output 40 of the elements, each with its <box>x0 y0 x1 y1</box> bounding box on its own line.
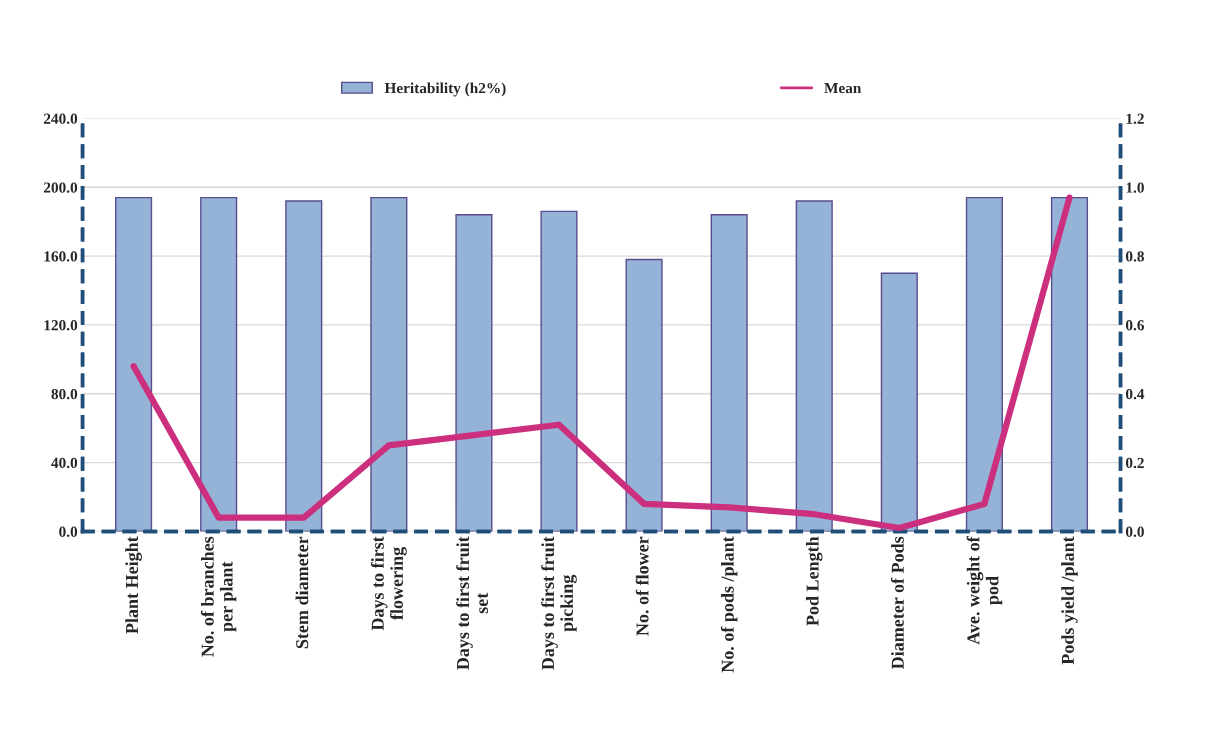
bar <box>880 272 918 532</box>
bar <box>1050 196 1089 532</box>
x-tick-label: Stem diameter <box>295 536 309 649</box>
legend-label: Mean <box>824 83 862 94</box>
bar <box>115 196 153 532</box>
x-tick-label: Days to first fruit set <box>456 536 488 670</box>
y2-tick-label: 1.0 <box>1126 182 1144 193</box>
x-tick-label: Pod Length <box>805 536 823 626</box>
bar <box>200 196 238 532</box>
bar <box>370 196 408 532</box>
y-tick-label: 40.0 <box>51 457 78 469</box>
x-tick-label: Pods yield /plant <box>1061 536 1078 665</box>
bar <box>795 200 833 532</box>
y2-tick-label: 1.2 <box>1126 113 1144 124</box>
y2-tick-label: 0.2 <box>1125 457 1144 469</box>
bar <box>540 210 578 532</box>
y-tick-label: 160.0 <box>44 251 78 262</box>
bar <box>455 214 493 532</box>
x-tick-label: No. of flower <box>635 536 649 636</box>
x-tick-label: Diameter of Pods <box>890 536 904 670</box>
bar <box>965 196 1003 532</box>
bar <box>285 200 323 532</box>
x-tick-label: No. of branches per plant <box>200 536 237 657</box>
y2-tick-label: 0.0 <box>1125 526 1144 537</box>
bar <box>710 214 748 532</box>
y-tick-label: 120.0 <box>44 320 78 331</box>
x-tick-label: Days to first fruit picking <box>541 536 577 670</box>
legend-label: Heritability (h2%) <box>384 82 506 97</box>
y2-tick-label: 0.4 <box>1125 388 1145 400</box>
x-tick-label: Ave. weight of pod <box>966 536 1003 645</box>
x-tick-label: Plant Height <box>125 536 142 634</box>
bar <box>625 258 663 532</box>
x-tick-label: Days to first flowering <box>370 536 407 631</box>
y-tick-label: 200.0 <box>43 182 78 193</box>
y2-tick-label: 0.8 <box>1125 251 1144 262</box>
y-tick-label: 240.0 <box>43 113 78 124</box>
x-tick-label: No. of pods /plant <box>720 536 738 673</box>
y-tick-label: 80.0 <box>51 388 78 400</box>
y-tick-label: 0.0 <box>59 526 78 537</box>
y2-tick-label: 0.6 <box>1125 320 1145 331</box>
